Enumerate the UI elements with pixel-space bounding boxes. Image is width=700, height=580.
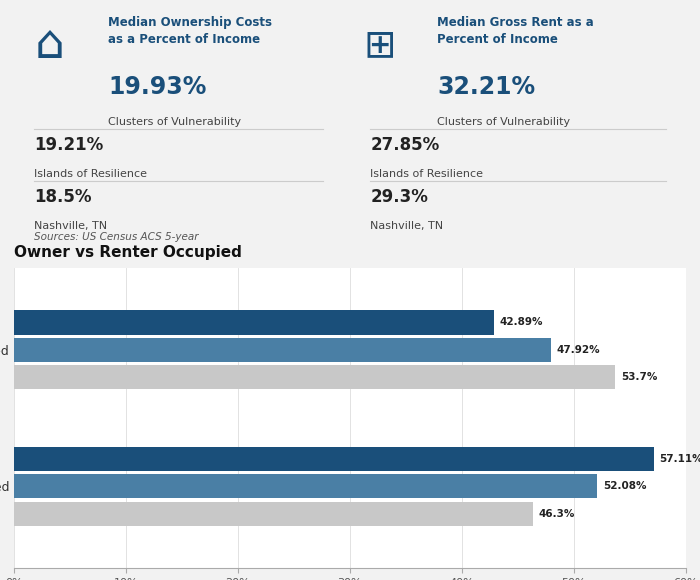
Bar — [14, 474, 597, 498]
Bar — [14, 447, 654, 471]
Text: Clusters of Vulnerability: Clusters of Vulnerability — [438, 117, 570, 127]
Text: 47.92%: 47.92% — [556, 345, 600, 355]
Text: 19.93%: 19.93% — [108, 75, 206, 99]
Text: 19.21%: 19.21% — [34, 136, 104, 154]
Bar — [14, 310, 494, 335]
Text: Islands of Resilience: Islands of Resilience — [370, 169, 483, 179]
Bar — [14, 338, 551, 362]
Text: 42.89%: 42.89% — [500, 317, 543, 328]
Text: 18.5%: 18.5% — [34, 188, 92, 206]
Text: ⊞: ⊞ — [363, 26, 396, 64]
Text: Median Gross Rent as a
Percent of Income: Median Gross Rent as a Percent of Income — [438, 16, 594, 46]
Bar — [14, 365, 615, 389]
Text: 27.85%: 27.85% — [370, 136, 440, 154]
Bar — [14, 502, 533, 526]
Text: 53.7%: 53.7% — [621, 372, 657, 382]
Text: 46.3%: 46.3% — [538, 509, 575, 519]
Text: Median Ownership Costs
as a Percent of Income: Median Ownership Costs as a Percent of I… — [108, 16, 272, 46]
Text: Clusters of Vulnerability: Clusters of Vulnerability — [108, 117, 242, 127]
Text: Nashville, TN: Nashville, TN — [370, 220, 443, 231]
Text: Owner vs Renter Occupied: Owner vs Renter Occupied — [14, 245, 242, 260]
Text: Islands of Resilience: Islands of Resilience — [34, 169, 147, 179]
Text: 32.21%: 32.21% — [438, 75, 536, 99]
Text: Nashville, TN: Nashville, TN — [34, 220, 107, 231]
Text: 57.11%: 57.11% — [659, 454, 700, 464]
Text: 29.3%: 29.3% — [370, 188, 428, 206]
Text: Sources: US Census ACS 5-year: Sources: US Census ACS 5-year — [34, 232, 199, 242]
Text: ⌂: ⌂ — [34, 23, 64, 68]
Text: 52.08%: 52.08% — [603, 481, 646, 491]
